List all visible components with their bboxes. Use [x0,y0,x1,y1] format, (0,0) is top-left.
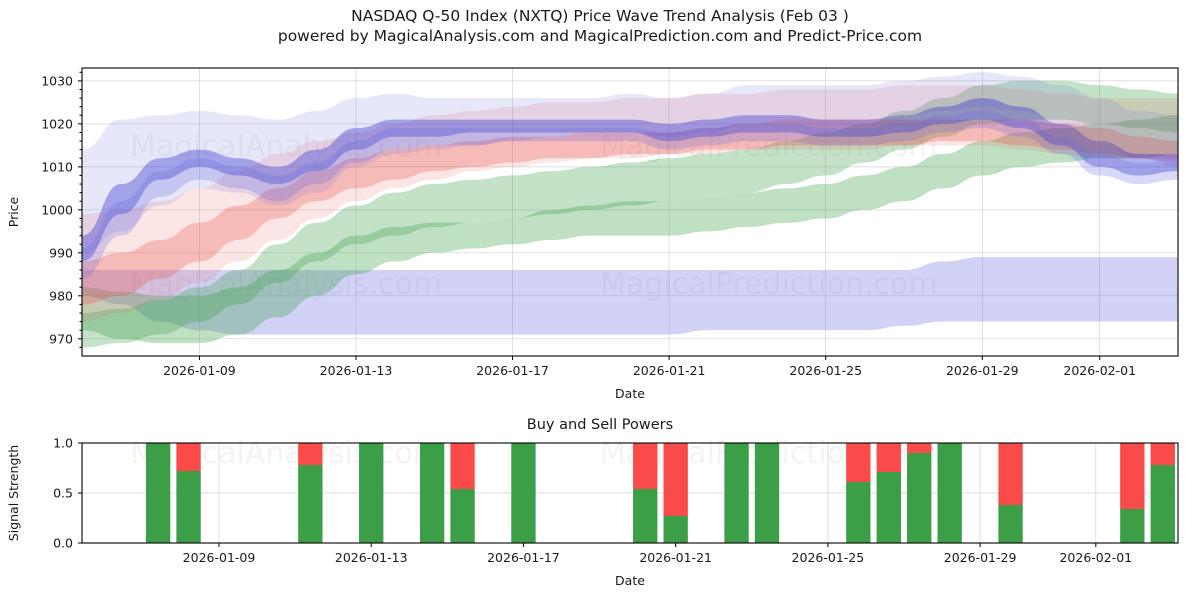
axis-ticks-bottom: 0.0 0.5 1.0 2026-01-09 2026-01-13 2026-01-17 2… [53,436,1132,566]
wave-band [82,119,1178,305]
buy-power-bar [846,482,871,543]
title-secondary: powered by MagicalAnalysis.com and Magic… [277,27,923,45]
price-wave-chart: MagicalAnalysis.com MagicalPrediction.com… [6,67,1179,401]
y-tick-label: 1020 [41,116,73,131]
buy-power-bar [298,465,323,543]
buy-power-bar [998,505,1023,543]
y-tick-label: 1000 [41,202,73,217]
title-primary: NASDAQ Q-50 Index (NXTQ) Price Wave Tren… [351,7,849,25]
x-tick-label: 2026-01-21 [633,363,706,378]
y-tick-label: 1010 [41,159,73,174]
bar-series [145,443,1175,543]
watermark: MagicalPrediction.com [600,129,938,164]
wave-band [82,72,1178,253]
wave-band [82,115,1178,344]
sell-power-bar [663,443,688,516]
x-axis-label-bottom: Date [615,573,645,588]
x-tick-label-bottom: 2026-01-25 [792,550,865,565]
buy-sell-powers-chart: MagicalAnalysis.comMagicalPrediction.com… [6,436,1179,588]
buy-power-bar [176,471,201,543]
buy-power-bar [633,489,658,543]
x-tick-label: 2026-01-29 [946,363,1019,378]
x-tick-label-bottom: 2026-01-17 [487,550,560,565]
buy-power-bar [450,489,475,543]
axis-ticks: 970 980 990 1000 1010 1020 1030 2026-01-09 2026-… [41,71,1136,378]
wave-band [82,257,1178,335]
sell-power-bar [633,443,658,489]
x-tick-label: 2026-01-17 [476,363,549,378]
buy-power-bar [359,443,384,543]
buy-power-bar [937,443,962,543]
plot-frame [81,67,1179,357]
sell-power-bar [176,443,201,471]
x-axis-label: Date [615,386,645,401]
sell-power-bar [298,443,323,465]
x-tick-label-bottom: 2026-01-13 [335,550,408,565]
x-tick-label: 2026-01-13 [320,363,393,378]
y-tick-label-bottom: 1.0 [53,436,73,451]
buy-power-bar [511,443,536,543]
y-tick-label-bottom: 0.0 [53,536,73,551]
sell-power-bar [1150,443,1175,465]
buy-power-bar [663,516,688,543]
wave-bands [82,72,1178,348]
x-tick-label-bottom: 2026-01-29 [944,550,1017,565]
buy-power-bar [724,443,749,543]
x-tick-label-bottom: 2026-01-09 [183,550,256,565]
y-tick-label-bottom: 0.5 [53,486,73,501]
sell-power-bar [998,443,1023,505]
sell-power-bar [876,443,901,472]
sell-power-bar [450,443,475,489]
bottom-chart-title: Buy and Sell Powers [526,417,674,433]
y-tick-label: 1030 [41,73,73,88]
gridlines [82,68,1178,356]
x-tick-label: 2026-02-01 [1063,363,1136,378]
y-axis-label-bottom: Signal Strength [6,445,21,541]
buy-power-bar [1150,465,1175,543]
wave-band [82,80,1178,348]
x-tick-label-bottom: 2026-01-21 [639,550,712,565]
wave-band [82,98,1178,262]
buy-power-bar [754,443,780,543]
x-tick-label: 2026-01-25 [789,363,862,378]
sell-power-bar [846,443,871,482]
sell-power-bar [1120,443,1145,509]
wave-band [82,110,1178,279]
y-tick-label: 990 [49,245,73,260]
page-title: NASDAQ Q-50 Index (NXTQ) Price Wave Tren… [0,6,1200,46]
buy-power-bar [907,453,932,543]
x-tick-label: 2026-01-09 [163,363,236,378]
y-tick-label: 970 [49,331,73,346]
wave-band [82,85,1178,322]
plot-frame-bottom [81,442,1179,544]
buy-power-bar [419,443,445,543]
y-axis-label: Price [6,196,21,227]
buy-power-bar [876,472,901,543]
buy-power-bar [145,443,171,543]
buy-power-bar [1120,509,1145,543]
sell-power-bar [907,443,932,453]
x-tick-label-bottom: 2026-02-01 [1059,550,1132,565]
y-tick-label: 980 [49,288,73,303]
watermark: MagicalAnalysis.com [130,129,442,164]
